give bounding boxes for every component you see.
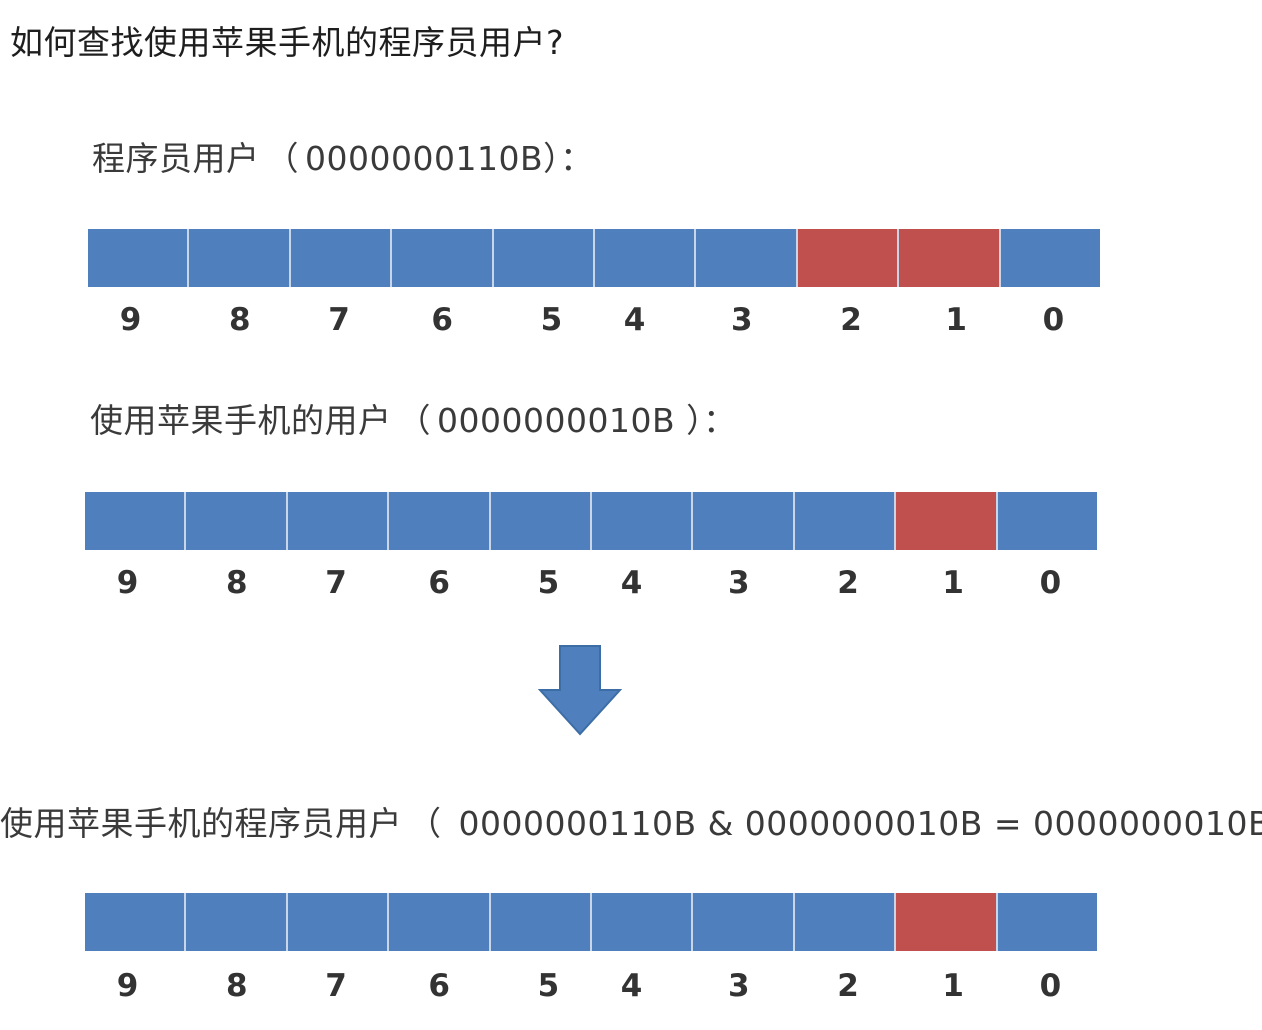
bit-index-label-5: 5	[537, 565, 560, 601]
caption-label: 使用苹果手机的程序员用户	[0, 804, 402, 843]
open-paren: （	[265, 139, 299, 178]
close-paren: ）：	[543, 139, 594, 178]
bit-cell-7	[287, 893, 390, 951]
caption-programmer-users: 程序员用户（0000000110B）：	[92, 132, 594, 180]
bit-index-label-7: 7	[328, 302, 350, 338]
bit-array-programmer-users	[88, 229, 1101, 287]
bit-cell-5	[490, 893, 593, 951]
bit-cell-6	[389, 492, 491, 550]
bit-index-label-5: 5	[540, 302, 563, 338]
bit-cell-3	[696, 229, 798, 287]
bit-index-label-4: 4	[623, 302, 646, 338]
bit-cell-9	[88, 229, 190, 287]
bit-cell-2	[797, 229, 900, 287]
down-arrow-icon	[538, 645, 622, 736]
bit-cell-0	[997, 893, 1098, 951]
bit-cell-4	[595, 229, 697, 287]
bit-index-label-3: 3	[728, 565, 750, 601]
bit-index-label-2: 2	[840, 302, 862, 338]
bit-index-label-9: 9	[116, 565, 139, 601]
bit-cell-2	[794, 492, 897, 550]
caption-iphone-programmer-users: 使用苹果手机的程序员用户（ 0000000110B & 0000000010B …	[0, 797, 1262, 845]
caption-value: 0000000110B & 0000000010B = 0000000010B	[447, 804, 1262, 843]
bit-cell-7	[290, 229, 393, 287]
bit-cell-3	[693, 492, 795, 550]
bit-index-label-8: 8	[226, 968, 248, 1004]
close-paren: ）：	[686, 401, 737, 440]
bit-index-label-3: 3	[731, 302, 753, 338]
bit-index-label-3: 3	[728, 968, 750, 1004]
open-paren: （	[408, 804, 442, 843]
bit-cell-0	[1000, 229, 1101, 287]
bit-cell-2	[794, 893, 897, 951]
bit-cell-4	[592, 492, 694, 550]
bit-index-label-5: 5	[537, 968, 560, 1004]
caption-iphone-users: 使用苹果手机的用户（0000000010B ）：	[90, 394, 737, 442]
bit-index-labels: 9 8 7 6 5 4 3 2 1 0	[85, 968, 1097, 1008]
bit-index-label-0: 0	[1039, 565, 1062, 601]
bit-cell-6	[392, 229, 494, 287]
caption-label: 使用苹果手机的用户	[90, 401, 392, 440]
bit-index-label-8: 8	[226, 565, 248, 601]
bit-index-label-9: 9	[119, 302, 142, 338]
bit-index-label-8: 8	[229, 302, 251, 338]
bit-cell-7	[287, 492, 390, 550]
bit-cell-0	[997, 492, 1098, 550]
bit-cell-1	[896, 893, 998, 951]
bit-index-label-6: 6	[431, 302, 453, 338]
bit-cell-6	[389, 893, 491, 951]
bit-index-labels: 9 8 7 6 5 4 3 2 1 0	[88, 302, 1100, 342]
bit-index-labels: 9 8 7 6 5 4 3 2 1 0	[85, 565, 1097, 605]
bit-index-label-6: 6	[428, 968, 450, 1004]
bit-index-label-4: 4	[620, 968, 643, 1004]
bit-index-label-4: 4	[620, 565, 643, 601]
bit-cell-1	[896, 492, 998, 550]
page-title: 如何查找使用苹果手机的程序员用户?	[10, 23, 565, 62]
bit-array-result	[85, 893, 1098, 951]
bit-cell-8	[189, 229, 291, 287]
caption-value: 0000000110B	[305, 139, 544, 178]
bit-cell-9	[85, 492, 187, 550]
bit-cell-8	[186, 492, 288, 550]
bit-index-label-1: 1	[942, 565, 964, 601]
bit-cell-5	[493, 229, 596, 287]
bit-cell-4	[592, 893, 694, 951]
bit-index-label-7: 7	[325, 968, 347, 1004]
bit-cell-5	[490, 492, 593, 550]
open-paren: （	[397, 401, 431, 440]
bit-index-label-2: 2	[837, 565, 859, 601]
bit-array-iphone-users	[85, 492, 1098, 550]
bit-index-label-9: 9	[116, 968, 139, 1004]
bit-index-label-7: 7	[325, 565, 347, 601]
bit-cell-9	[85, 893, 187, 951]
bit-index-label-1: 1	[945, 302, 967, 338]
bit-index-label-0: 0	[1039, 968, 1062, 1004]
bit-index-label-1: 1	[942, 968, 964, 1004]
bit-index-label-6: 6	[428, 565, 450, 601]
bit-index-label-0: 0	[1042, 302, 1065, 338]
bit-cell-3	[693, 893, 795, 951]
bit-index-label-2: 2	[837, 968, 859, 1004]
caption-value: 0000000010B	[437, 401, 687, 440]
caption-label: 程序员用户	[92, 139, 260, 178]
bit-cell-1	[899, 229, 1001, 287]
bit-cell-8	[186, 893, 288, 951]
